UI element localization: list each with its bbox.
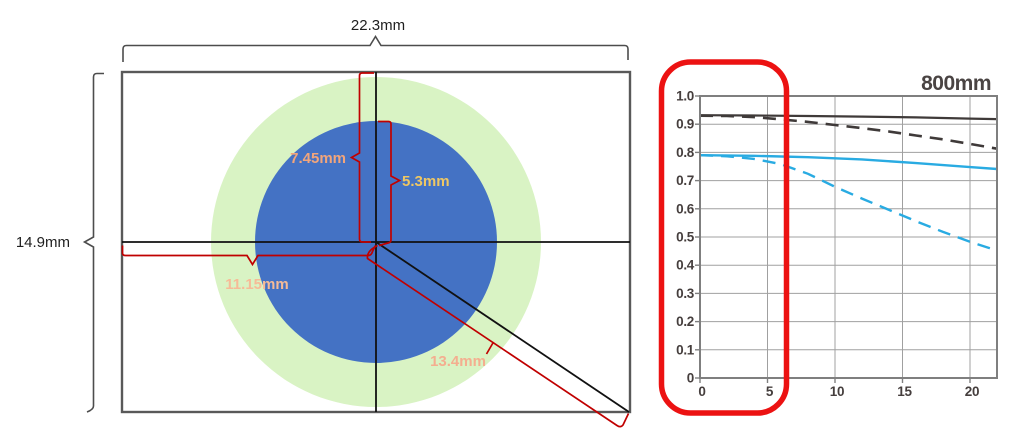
highlight-box	[658, 59, 790, 416]
chart-y-tick-labels: 1.0 0.9 0.8 0.7 0.6 0.5 0.4 0.3 0.2 0.1 0	[676, 89, 695, 386]
diagonal-line	[375, 241, 630, 413]
curve-blue-solid	[699, 154, 998, 171]
half-width-bracket	[121, 245, 377, 267]
width-dimension-label: 22.3mm	[351, 17, 405, 34]
measurement-brackets	[121, 72, 630, 428]
curve-black-dashed	[699, 114, 998, 150]
y-tick-label: 0.9	[676, 117, 694, 132]
x-tick-label: 10	[830, 384, 844, 399]
semi-diagonal-label: 13.4mm	[430, 353, 486, 370]
half-height-bracket	[349, 72, 374, 243]
semi-diagonal-bracket	[366, 244, 630, 428]
x-tick-label: 5	[766, 384, 774, 399]
y-tick-label: 0.2	[676, 314, 694, 329]
y-tick-label: 0.5	[676, 230, 695, 245]
y-tick-label: 0.7	[676, 173, 694, 188]
chart-x-tick-labels: 0 5 10 15 20	[698, 384, 979, 399]
sensor-diagram: 22.3mm 14.9mm 7.45mm 5.3mm 11.15mm 13.4m…	[16, 17, 632, 428]
height-brace	[82, 72, 104, 413]
y-tick-label: 0	[687, 371, 694, 386]
y-tick-label: 0.4	[676, 258, 695, 273]
x-tick-label: 20	[965, 384, 979, 399]
chart-title: 800mm	[921, 72, 991, 95]
x-tick-label: 0	[698, 384, 705, 399]
y-tick-label: 0.3	[676, 286, 695, 301]
x-tick-label: 15	[897, 384, 912, 399]
inner-radius-label: 5.3mm	[402, 173, 450, 190]
chart-grid	[695, 95, 997, 383]
y-tick-label: 1.0	[676, 89, 694, 104]
curve-black-solid	[699, 114, 998, 121]
y-tick-label: 0.6	[676, 201, 695, 216]
curve-blue-dashed	[699, 154, 998, 252]
width-brace	[122, 34, 629, 62]
half-width-label: 11.15mm	[225, 276, 288, 293]
semi-diagonal-bracket-notch	[485, 341, 495, 355]
y-tick-label: 0.8	[676, 145, 695, 160]
inner-radius-bracket	[378, 120, 402, 247]
chart-frame	[699, 95, 998, 379]
mtf-chart: 1.0 0.9 0.8 0.7 0.6 0.5 0.4 0.3 0.2 0.1 0 0 5 10 15 20…	[658, 59, 998, 416]
chart-curves	[699, 114, 998, 252]
height-dimension-label: 14.9mm	[16, 234, 70, 251]
half-height-label: 7.45mm	[290, 150, 346, 167]
y-tick-label: 0.1	[676, 342, 695, 357]
